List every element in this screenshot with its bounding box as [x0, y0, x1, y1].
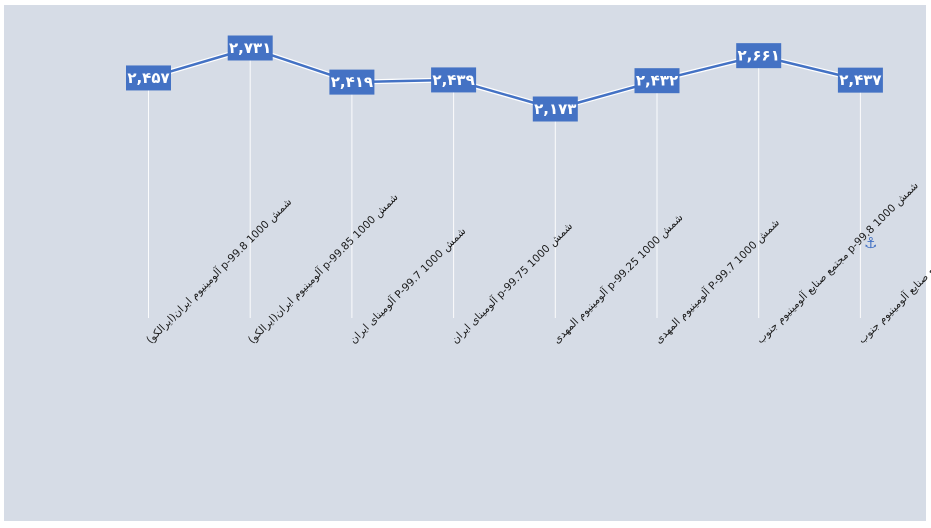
value-label-box	[126, 65, 171, 91]
data-point[interactable]: ۲,۴۱۹	[329, 69, 375, 95]
value-label-box	[634, 68, 680, 94]
value-label-box	[227, 35, 273, 61]
value-label: ۲,۴۵۷	[127, 69, 169, 87]
value-label: ۲,۱۷۳	[534, 100, 576, 118]
value-label-box	[736, 43, 782, 69]
value-label: ۲,۴۱۹	[331, 73, 373, 91]
category-label: شمش 1000 p-99.8 مجتمع صنایع آلومینیوم جن…	[754, 179, 921, 346]
value-label-box	[431, 67, 477, 93]
value-label: ۲,۶۶۱	[738, 47, 780, 65]
category-label: شمش 1000 p-99.75 آلومینای ایران	[449, 220, 576, 347]
data-point[interactable]: ۲,۴۳۲	[634, 68, 680, 94]
value-label: ۲,۴۳۷	[839, 71, 881, 89]
value-labels: ۲,۴۵۷ ۲,۷۳۱ ۲,۴۱۹ ۲,۴۳۹ ۲,۱۷۳ ۲,۴۳۲ ۲,۶۶۱ ۲,۴۳۷	[126, 35, 883, 122]
data-point[interactable]: ۲,۱۷۳	[532, 96, 578, 122]
category-label: شمش 1000 P-99.7 آلومینای ایران	[347, 225, 468, 346]
value-label: ۲,۷۳۱	[229, 39, 271, 57]
anchor-icon[interactable]: ⚓	[864, 234, 878, 252]
value-label-box	[329, 69, 375, 95]
data-point[interactable]: ۲,۷۳۱	[227, 35, 273, 61]
data-point[interactable]: ۲,۴۵۷	[126, 65, 171, 91]
value-label: ۲,۴۳۲	[636, 72, 678, 90]
data-point[interactable]: ۲,۴۳۷	[837, 67, 883, 93]
category-label: شمش 1000 P-99.7 آلومینیوم المهدی	[652, 216, 782, 346]
data-point[interactable]: ۲,۶۶۱	[736, 43, 782, 69]
category-labels: شمش 1000 p-99.8 آلومینیوم ایران(ایرالکو)…	[143, 174, 931, 346]
value-label-box	[837, 67, 883, 93]
drop-lines	[148, 48, 861, 318]
data-point[interactable]: ۲,۴۳۹	[431, 67, 477, 93]
value-label: ۲,۴۳۹	[432, 71, 474, 89]
value-label-box	[532, 96, 578, 122]
